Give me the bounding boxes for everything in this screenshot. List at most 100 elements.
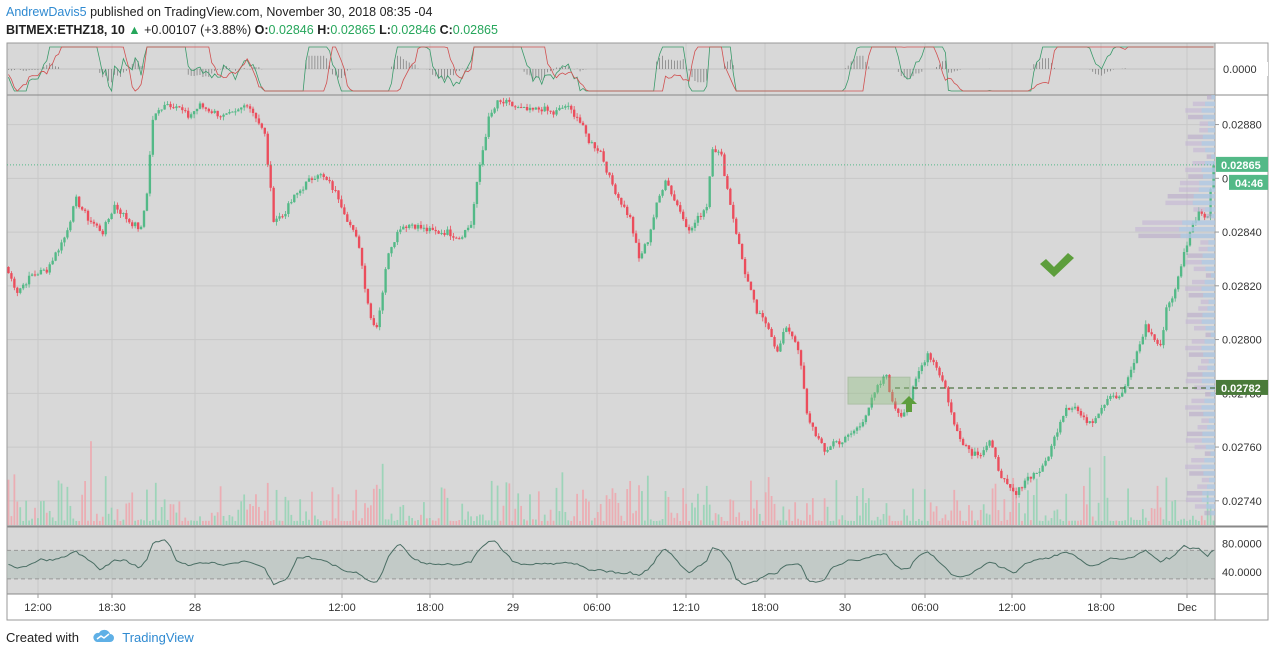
tradingview-link[interactable]: TradingView (122, 630, 194, 645)
volume-profile-bar (1201, 418, 1215, 423)
candle-body (844, 436, 847, 443)
candle-body (461, 237, 464, 239)
rsi-line (8, 539, 1214, 586)
volume-profile-bar (1211, 95, 1215, 100)
volume-profile-bar (1201, 167, 1215, 173)
candle-body (773, 337, 776, 347)
author-link[interactable]: AndrewDavis5 (6, 5, 87, 19)
candle-body (157, 110, 160, 114)
volume-bar (69, 505, 72, 525)
volume-bar (850, 520, 853, 525)
up-arrow-icon (901, 396, 917, 412)
volume-bar (1044, 515, 1047, 525)
candle-body (452, 236, 455, 238)
candle-body (122, 213, 125, 215)
candle-body (366, 288, 370, 304)
candle-body (646, 242, 650, 245)
volume-bar (260, 521, 263, 525)
candle-body (281, 216, 284, 218)
volume-bar (48, 510, 51, 525)
candle-body (245, 105, 249, 107)
volume-bar (920, 520, 923, 525)
volume-bar (266, 482, 269, 525)
candle-body (732, 204, 735, 219)
volume-profile-bar (1197, 365, 1215, 371)
volume-profile-bar (1200, 299, 1215, 305)
candle-body (484, 136, 487, 151)
candle-body (929, 353, 932, 360)
candle-body (254, 112, 258, 119)
volume-bar (216, 512, 219, 525)
volume-bar (959, 510, 962, 525)
candle-body (1009, 484, 1012, 488)
candle-body (525, 106, 529, 111)
volume-bar (697, 493, 699, 525)
volume-profile-bar (1201, 141, 1215, 146)
volume-bar (98, 520, 101, 525)
candle-body (761, 313, 764, 318)
volume-bar (537, 491, 540, 525)
candle-body (617, 193, 620, 198)
volume-profile-bar (1209, 477, 1215, 483)
volume-bar (361, 518, 363, 525)
volume-bar (319, 520, 322, 525)
candle-body (92, 221, 96, 224)
candle-body (673, 194, 676, 201)
volume-bar (782, 506, 785, 525)
candle-body (328, 179, 331, 182)
candle-body (393, 242, 396, 248)
volume-bar (146, 489, 148, 525)
volume-bar (546, 520, 549, 525)
volume-bar (1021, 520, 1023, 525)
price-chart[interactable]: 0.000080.000040.00000.028800.028600.0284… (0, 0, 1274, 625)
candle-body (95, 223, 99, 226)
volume-bar (602, 520, 605, 525)
candle-body (602, 151, 605, 162)
candle-body (334, 189, 337, 191)
candle-body (30, 274, 34, 276)
volume-bar (66, 486, 69, 525)
volume-profile-bar (1208, 418, 1215, 423)
candle-body (626, 206, 629, 216)
volume-bar (325, 520, 328, 525)
volume-bar (944, 514, 947, 525)
price-axis-label: 0.02760 (1222, 442, 1262, 454)
volume-bar (125, 503, 128, 525)
candle-body (1135, 351, 1139, 363)
volume-bar (540, 521, 543, 525)
volume-bar (140, 519, 142, 525)
tradingview-logo-icon[interactable] (91, 629, 115, 648)
candle-body (941, 375, 944, 381)
rsi-axis-label: 40.0000 (1222, 567, 1262, 579)
candle-body (434, 229, 437, 232)
candle-body (475, 181, 479, 205)
candle-body (499, 100, 502, 102)
candle-body (631, 217, 635, 234)
candle-body (599, 150, 602, 152)
volume-bar (181, 520, 184, 525)
volume-bar (785, 520, 788, 525)
candle-body (481, 150, 485, 165)
candle-body (926, 353, 929, 363)
volume-bar (844, 520, 847, 525)
volume-bar (614, 492, 617, 525)
candle-body (823, 443, 826, 452)
volume-bar (1112, 520, 1115, 525)
volume-bar (876, 516, 879, 525)
volume-profile-bar (1182, 220, 1215, 225)
candle-body (581, 122, 585, 126)
candle-body (758, 313, 761, 315)
volume-profile-bar (1201, 378, 1215, 384)
volume-bar (22, 520, 25, 525)
level-price-tag (1216, 379, 1268, 395)
volume-bar (699, 520, 702, 525)
candle-body (54, 252, 57, 261)
candle-body (145, 193, 149, 211)
volume-bar (826, 506, 829, 525)
volume-profile-bar (1205, 444, 1215, 450)
symbol-label: BITMEX:ETHZ18, 10 (6, 23, 125, 37)
volume-bar (263, 510, 266, 525)
volume-profile-bar (1205, 392, 1215, 397)
candle-body (1179, 266, 1183, 277)
candle-body (740, 243, 744, 259)
